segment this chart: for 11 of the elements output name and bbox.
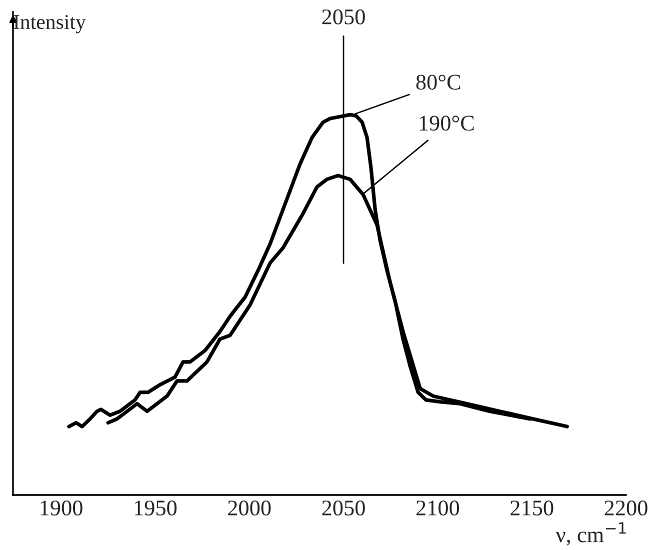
ref-line-label: 2050 <box>322 9 365 24</box>
x-tick-label: 2200 <box>604 500 648 516</box>
x-tick-label: 1900 <box>40 500 82 516</box>
annotation: 190°C <box>420 116 474 131</box>
x-tick-label: 2000 <box>228 500 271 516</box>
x-axis-title: ν, cm$^{−1}$ <box>556 522 626 546</box>
x-tick-label: 2050 <box>322 500 365 516</box>
x-tick-label: 2150 <box>510 500 554 516</box>
x-tick-label: 2100 <box>416 500 460 516</box>
x-tick-label: 1950 <box>134 500 177 516</box>
annotation: 80°C <box>416 74 460 90</box>
